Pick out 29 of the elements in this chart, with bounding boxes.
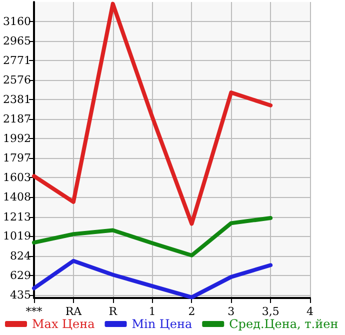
y-tick-label: 1992 (2, 132, 31, 146)
x-tick-label: *** (26, 305, 43, 318)
x-tick-label: R (108, 305, 118, 318)
y-tick-label: 2381 (2, 93, 31, 106)
y-tick-label: 1213 (2, 210, 31, 224)
y-tick-label: 1019 (2, 230, 31, 243)
y-tick-label: 3160 (2, 15, 31, 28)
y-tick-label: 1603 (2, 171, 31, 184)
line-series (32, 258, 273, 300)
line-series (32, 2, 273, 226)
line-series (32, 216, 273, 258)
x-tick-label: 2 (188, 305, 196, 318)
y-tick-label: 629 (10, 268, 31, 282)
y-tick-label: 824 (10, 249, 31, 262)
y-tick-label: 2187 (2, 112, 31, 126)
x-tick-label: 3 (228, 305, 235, 318)
x-tick-label: 1 (148, 305, 156, 318)
y-tick-label: 435 (10, 288, 31, 302)
legend-label: Min Цена (132, 317, 192, 331)
y-tick-label: 1797 (2, 152, 31, 165)
y-tick-label: 1408 (2, 190, 31, 204)
y-tick-label: 2576 (2, 74, 31, 87)
x-tick-label: 4 (306, 305, 314, 318)
y-tick-label: 2771 (2, 54, 31, 68)
y-tick-label: 2965 (2, 34, 31, 48)
x-tick-label: 3,5 (262, 305, 280, 318)
legend-label: Сред.Цена, т.йен (229, 317, 338, 331)
x-tick-label: RA (65, 305, 83, 318)
legend-label: Max Цена (32, 317, 95, 331)
